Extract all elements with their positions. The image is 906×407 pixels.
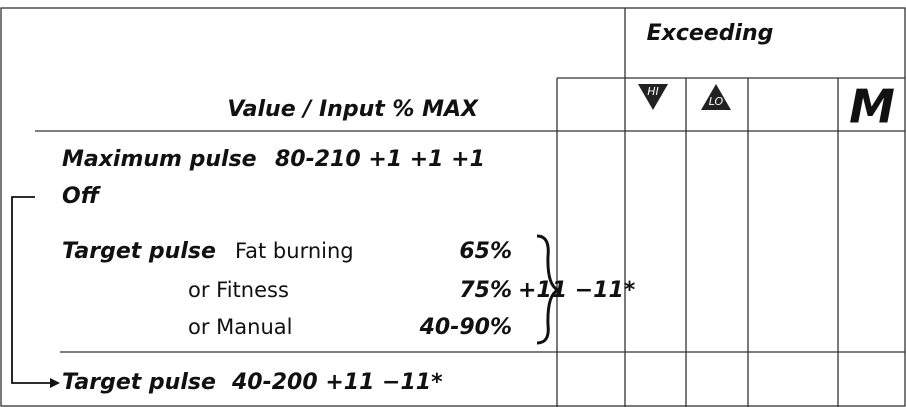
group-title: Exceeding	[647, 21, 774, 46]
frame	[0, 7, 906, 407]
option-name: Fat burning	[235, 239, 354, 263]
lo-icon	[701, 84, 731, 110]
option-value: 65%	[459, 239, 512, 264]
arrow-head	[50, 378, 60, 388]
option-name: or Fitness	[188, 278, 289, 302]
mode-icon: M	[849, 80, 895, 134]
flow-arrow	[11, 196, 50, 384]
manual-target-value: 40-200 +11 −11*	[231, 370, 443, 395]
column-title: Value / Input % MAX	[227, 97, 479, 122]
adjust-value: +11 −11*	[518, 278, 636, 303]
option-value: 75%	[459, 278, 512, 303]
off-label: Off	[62, 184, 102, 209]
lo-label: LO	[709, 95, 724, 108]
option-value: 40-90%	[419, 315, 512, 340]
max-pulse-label: Maximum pulse	[62, 147, 257, 172]
max-pulse-value: 80-210 +1 +1 +1	[275, 147, 485, 172]
table-lines	[35, 8, 905, 407]
brace	[536, 234, 562, 345]
manual-target-label: Target pulse	[62, 370, 216, 395]
hi-icon	[638, 84, 668, 110]
hi-label: HI	[647, 85, 659, 98]
option-name: or Manual	[188, 315, 292, 339]
target-label: Target pulse	[62, 239, 216, 264]
